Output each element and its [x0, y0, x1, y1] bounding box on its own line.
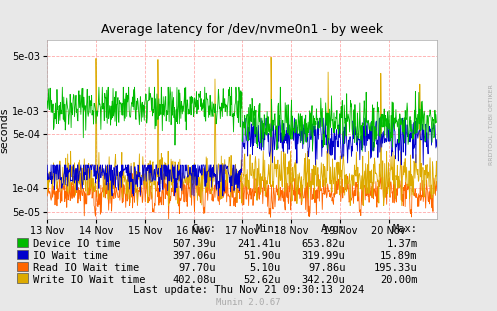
Text: Cur:: Cur: [191, 224, 216, 234]
Text: Avg:: Avg: [321, 224, 345, 234]
Y-axis label: seconds: seconds [0, 107, 9, 153]
Text: Max:: Max: [393, 224, 417, 234]
Text: 97.86u: 97.86u [308, 263, 345, 273]
Text: 20.00m: 20.00m [380, 275, 417, 285]
Text: 5.10u: 5.10u [249, 263, 281, 273]
Text: 507.39u: 507.39u [172, 239, 216, 249]
Text: IO Wait time: IO Wait time [33, 251, 108, 261]
Text: Device IO time: Device IO time [33, 239, 121, 249]
Text: 342.20u: 342.20u [302, 275, 345, 285]
Text: 51.90u: 51.90u [244, 251, 281, 261]
Text: 52.62u: 52.62u [244, 275, 281, 285]
Text: Write IO Wait time: Write IO Wait time [33, 275, 146, 285]
Text: 241.41u: 241.41u [237, 239, 281, 249]
Text: 195.33u: 195.33u [374, 263, 417, 273]
Text: 1.37m: 1.37m [386, 239, 417, 249]
Title: Average latency for /dev/nvme0n1 - by week: Average latency for /dev/nvme0n1 - by we… [101, 24, 383, 36]
Text: 402.08u: 402.08u [172, 275, 216, 285]
Text: 653.82u: 653.82u [302, 239, 345, 249]
Text: 97.70u: 97.70u [179, 263, 216, 273]
Text: Last update: Thu Nov 21 09:30:13 2024: Last update: Thu Nov 21 09:30:13 2024 [133, 285, 364, 295]
Text: Read IO Wait time: Read IO Wait time [33, 263, 140, 273]
Text: Munin 2.0.67: Munin 2.0.67 [216, 298, 281, 307]
Text: RRDTOOL / TOBI OETIKER: RRDTOOL / TOBI OETIKER [489, 84, 494, 165]
Text: Min:: Min: [256, 224, 281, 234]
Text: 15.89m: 15.89m [380, 251, 417, 261]
Text: 397.06u: 397.06u [172, 251, 216, 261]
Text: 319.99u: 319.99u [302, 251, 345, 261]
